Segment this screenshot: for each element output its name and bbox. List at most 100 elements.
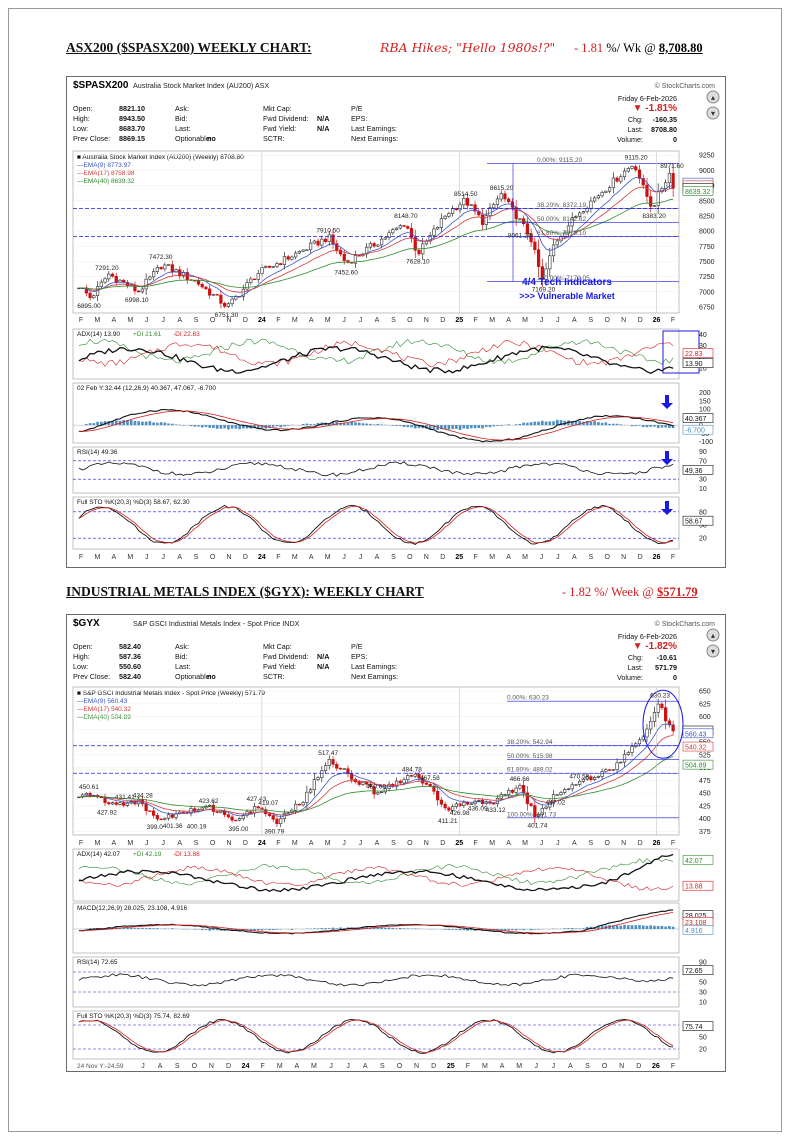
asx-macd-histogram-bar — [428, 425, 432, 430]
asx-quote-cell: Prev Close: — [73, 134, 110, 143]
gyx-price-label: 400.19 — [187, 824, 207, 831]
gyx-candle-body — [372, 786, 376, 795]
gyx-macd-histogram-bar — [264, 929, 268, 930]
asx-macd-histogram-bar — [163, 422, 167, 426]
gyx-bottom-month-tick: F — [466, 1063, 470, 1070]
gyx-macd-tag-box — [682, 925, 714, 935]
gyx-macd-histogram-bar — [563, 928, 567, 929]
asx-macd-histogram-bar — [589, 421, 593, 426]
gyx-macd-histogram-bar — [503, 929, 507, 931]
gyx-candle-body — [170, 814, 174, 818]
asx-bottom-month-tick: F — [79, 554, 83, 561]
asx-top-month-tick: A — [572, 317, 577, 324]
asx-candle-body — [439, 218, 444, 228]
gyx-price-axis-tick: 425 — [699, 803, 711, 810]
gyx-macd-histogram-bar — [331, 927, 335, 929]
asx-sto-k-line — [78, 504, 674, 546]
gyx-candle-body — [596, 776, 600, 778]
asx-candle-body — [499, 193, 503, 200]
asx-bottom-month-tick: A — [375, 554, 380, 561]
asx-macd-histogram-bar — [193, 425, 197, 427]
asx-macd-histogram-bar — [189, 425, 193, 427]
gyx-macd-histogram-bar — [570, 927, 574, 929]
gyx-candle-body — [338, 767, 343, 770]
asx-top-month-tick: M — [489, 317, 495, 324]
gyx-fib-label: 100.00%: 401.73 — [507, 811, 557, 818]
asx-candle-body — [551, 244, 556, 257]
asx-candle-body — [574, 215, 578, 218]
asx-candle-body — [398, 225, 402, 229]
asx-fib-label: 61.80%: 7913.10 — [537, 230, 587, 237]
gyx-macd-histogram-bar — [342, 927, 346, 929]
asx-quote-cell: P/E — [351, 104, 363, 113]
gyx-macd-histogram-bar — [578, 928, 582, 929]
asx-top-month-tick: J — [161, 317, 165, 324]
gyx-candle-body — [331, 759, 335, 765]
gyx-macd-histogram-bar — [597, 925, 600, 929]
asx-macd-histogram-bar — [245, 425, 249, 429]
gyx-candle-body — [570, 784, 574, 790]
asx-macd-axis-tick: 150 — [699, 398, 711, 405]
asx-candle-body — [664, 182, 668, 189]
asx-macd-histogram-bar — [552, 421, 555, 426]
asx-candle-body — [357, 255, 361, 257]
gyx-macd-histogram-bar — [339, 927, 342, 929]
asx-mdi-line — [78, 340, 674, 367]
gyx-candle-body — [271, 815, 275, 820]
asx-scroll-down-button[interactable] — [706, 106, 720, 120]
gyx-macd-histogram-bar — [170, 928, 174, 929]
asx-quote-cell: Fwd Dividend: — [263, 114, 309, 123]
asx-macd-histogram-bar — [159, 422, 163, 426]
asx-candle-body — [492, 204, 496, 209]
asx-price-label: 8061.20 — [508, 232, 532, 239]
gyx-macd-histogram-bar — [630, 925, 634, 929]
gyx-candle-body — [593, 777, 597, 780]
gyx-scroll-up-button[interactable] — [706, 628, 720, 642]
gyx-top-month-tick: O — [210, 840, 216, 847]
asx-chevron-up-icon: ▴ — [711, 93, 715, 102]
asx-candle-body — [589, 200, 593, 209]
asx-price-label: 6751.30 — [215, 312, 239, 319]
gyx-candle-body — [379, 791, 384, 794]
asx-top-month-tick: O — [604, 317, 610, 324]
gyx-candle-body — [454, 803, 458, 808]
gyx-bottom-month-tick: A — [568, 1063, 573, 1070]
asx-top-month-tick: S — [194, 317, 199, 324]
asx-top-month-tick: N — [424, 317, 429, 324]
asx-macd-histogram-bar — [649, 425, 653, 427]
gyx-candle-body — [230, 816, 234, 821]
asx-macd-histogram-bar — [612, 423, 615, 426]
asx-candle-body — [353, 255, 358, 264]
asx-macd-histogram-bar — [342, 423, 346, 426]
asx-macd-histogram-bar — [215, 425, 219, 429]
gyx-chevron-up-icon: ▴ — [711, 631, 715, 640]
asx-macd-histogram-bar — [114, 420, 118, 426]
asx-date: Friday 6-Feb-2026 — [618, 94, 677, 103]
asx-quote-cell: Ask: — [175, 104, 189, 113]
asx-macd-histogram-bar — [455, 425, 458, 429]
asx-top-month-tick: D — [440, 317, 445, 324]
gyx-bottom-month-tick: D — [226, 1063, 231, 1070]
asx-candle-body — [578, 212, 582, 217]
gyx-macd-histogram-bar — [208, 929, 211, 931]
asx-scroll-up-button[interactable] — [706, 90, 720, 104]
gyx-macd-histogram-bar — [645, 925, 649, 929]
gyx-price-label: 447.02 — [545, 800, 565, 807]
gyx-candle-body — [398, 780, 402, 784]
gyx-candle-body — [649, 721, 653, 730]
gyx-macd-histogram-bar — [324, 928, 327, 929]
gyx-candle-body — [607, 769, 612, 771]
gyx-candle-body — [114, 802, 118, 805]
gyx-macd-histogram-bar — [567, 928, 570, 929]
asx-bottom-month-tick: D — [243, 554, 248, 561]
asx-macd-histogram-bar — [88, 423, 92, 426]
asx-candle-body — [413, 237, 417, 251]
asx-adx-axis-tick: 30 — [699, 343, 707, 350]
gyx-macd-histogram-bar — [615, 925, 619, 929]
asx-candle-body — [297, 251, 301, 254]
gyx-candle-body — [249, 811, 253, 814]
gyx-scroll-down-button[interactable] — [706, 644, 720, 658]
gyx-pdi-line — [78, 858, 674, 886]
asx-macd-histogram-bar — [354, 422, 357, 426]
gyx-candle-body — [503, 794, 507, 796]
